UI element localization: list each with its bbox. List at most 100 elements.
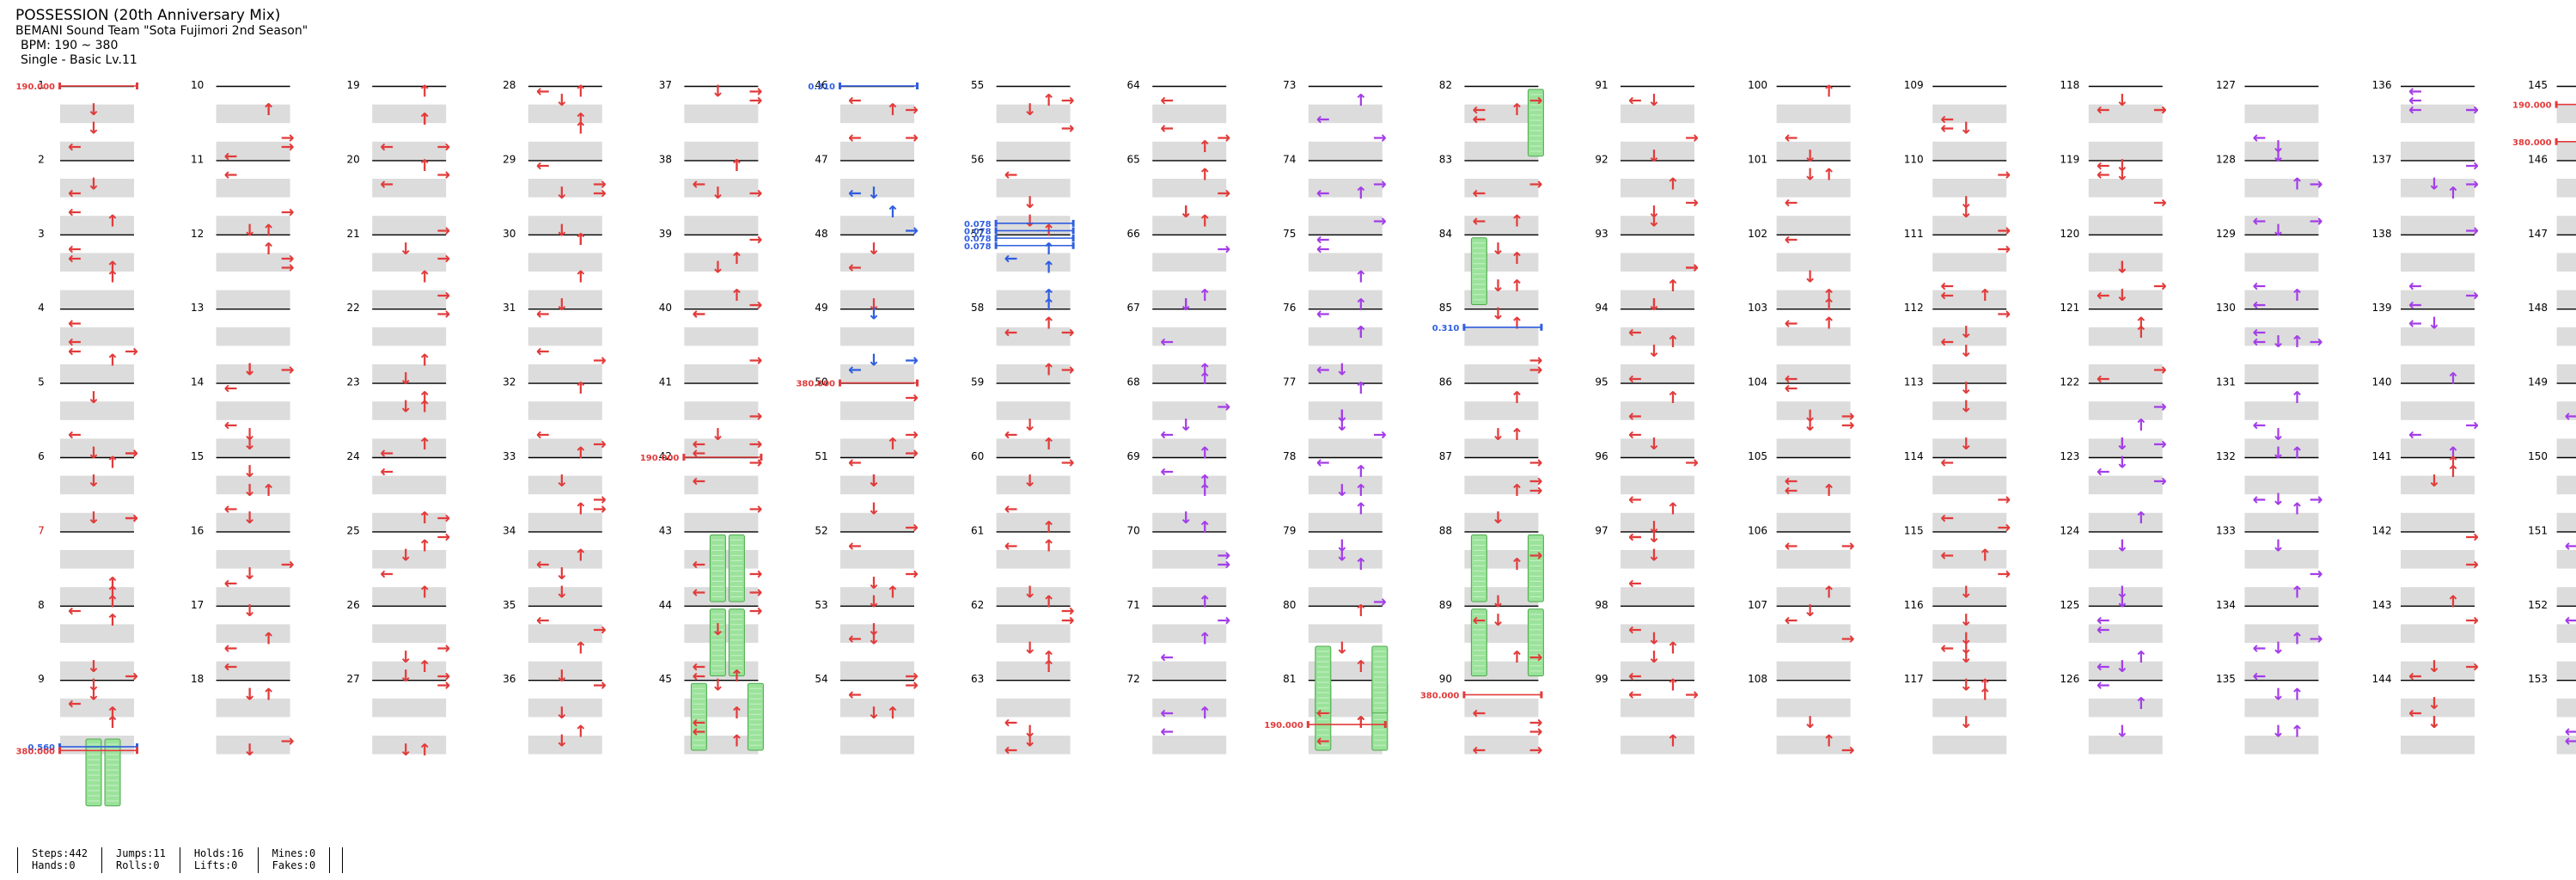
beat-band — [996, 661, 1071, 681]
beat-band — [2088, 327, 2163, 346]
step-arrow: ↓ — [555, 472, 569, 491]
step-arrow: ↓ — [1023, 212, 1037, 231]
stop-marker-end — [136, 742, 138, 750]
step-arrow: ← — [1628, 370, 1642, 388]
step-arrow: ↑ — [1354, 462, 1368, 481]
step-arrow: ↓ — [399, 546, 412, 565]
beat-band — [840, 253, 914, 272]
beat-band — [60, 179, 134, 198]
step-arrow: ↓ — [555, 221, 569, 240]
beat-band — [2088, 475, 2163, 495]
step-arrow: ← — [2408, 314, 2422, 333]
beat-band — [1152, 179, 1227, 198]
step-arrow: ↓ — [399, 648, 412, 667]
beat-band — [684, 401, 759, 420]
step-arrow: → — [1217, 611, 1230, 630]
step-arrow: ← — [380, 174, 394, 193]
step-arrow: ↑ — [1198, 212, 1212, 231]
step-arrow: ← — [2252, 128, 2266, 147]
step-arrow: ↑ — [2446, 370, 2460, 388]
step-arrow: ← — [1940, 110, 1954, 129]
measure-number: 79 — [1283, 524, 1296, 536]
step-arrow: ↑ — [1198, 138, 1212, 156]
beat-band — [528, 253, 602, 272]
step-arrow: → — [905, 444, 919, 463]
measure-number: 105 — [1748, 450, 1767, 462]
step-arrow: ← — [68, 184, 82, 203]
step-arrow: ↑ — [2446, 444, 2460, 463]
beat-band — [996, 512, 1071, 532]
beat-band — [996, 104, 1071, 124]
beat-band — [2088, 512, 2163, 532]
step-arrow: ← — [2408, 101, 2422, 119]
beat-band — [996, 364, 1071, 383]
beat-band — [1932, 550, 2007, 569]
step-arrow: ↑ — [262, 685, 276, 704]
beat-band — [1308, 179, 1383, 198]
step-arrow: ↓ — [2427, 694, 2441, 713]
step-arrow: ← — [1160, 425, 1174, 444]
beat-band — [840, 512, 914, 532]
beat-band — [1308, 216, 1383, 235]
step-arrow: ↑ — [1666, 731, 1680, 750]
measure-number: 13 — [191, 302, 204, 314]
beat-band — [1308, 438, 1383, 457]
step-arrow: → — [1685, 259, 1699, 278]
bpm-range: BPM: 190 ~ 380 — [21, 39, 119, 52]
measure-number: 22 — [347, 302, 360, 314]
step-arrow: ↓ — [243, 565, 257, 584]
step-arrow: ↑ — [574, 444, 588, 463]
step-arrow: → — [1217, 555, 1230, 574]
beat-band — [1464, 104, 1539, 124]
step-arrow: ↓ — [1491, 611, 1505, 630]
beat-band — [1464, 438, 1539, 457]
step-arrow: ← — [224, 166, 238, 185]
step-arrow: ↓ — [1959, 193, 1973, 212]
measure-number: 139 — [2372, 302, 2392, 314]
step-arrow: → — [2309, 212, 2323, 231]
beat-band — [2401, 661, 2475, 681]
step-arrow: → — [593, 499, 607, 518]
step-arrow: → — [1217, 184, 1230, 203]
stop-marker-end — [1071, 241, 1075, 249]
measure-number: 24 — [347, 450, 360, 462]
beat-band — [2244, 550, 2319, 569]
measure-number: 67 — [1127, 302, 1140, 314]
step-arrow: ↑ — [1354, 323, 1368, 342]
beat-band — [2401, 216, 2475, 235]
beat-band — [1621, 141, 1694, 161]
beat-band — [60, 216, 134, 235]
step-arrow: ↑ — [1666, 639, 1680, 657]
step-arrow: ↓ — [1647, 296, 1661, 315]
beat-band — [1308, 587, 1383, 606]
step-arrow: ↑ — [1042, 657, 1056, 676]
beat-band — [996, 587, 1071, 606]
step-arrow: ↑ — [1822, 166, 1836, 185]
song-header: POSSESSION (20th Anniversary Mix) BEMANI… — [15, 7, 308, 68]
measure-number: 88 — [1439, 524, 1452, 536]
step-arrow: ↓ — [867, 240, 881, 259]
beat-band — [60, 475, 134, 495]
beat-band — [216, 587, 290, 606]
measure-number: 130 — [2216, 302, 2236, 314]
stop-marker-label: 0.560 — [27, 743, 55, 753]
step-arrow: ← — [1628, 667, 1642, 686]
measure-number: 7 — [38, 524, 45, 536]
beat-band — [528, 179, 602, 198]
step-arrow: ← — [1785, 230, 1798, 249]
beat-band — [60, 661, 134, 681]
beat-band — [60, 104, 134, 124]
step-arrow: → — [2465, 174, 2479, 193]
bpm-marker-start — [1306, 721, 1309, 729]
beat-band — [1308, 624, 1383, 643]
step-arrow: → — [748, 82, 762, 101]
measure-number: 127 — [2216, 79, 2236, 91]
beat-band — [840, 216, 914, 235]
step-arrow: → — [281, 138, 295, 156]
step-arrow: ← — [692, 555, 705, 574]
step-arrow: ↑ — [1666, 676, 1680, 695]
beat-band — [684, 179, 759, 198]
step-arrow: → — [1373, 128, 1387, 147]
freeze-arrow — [1470, 608, 1487, 677]
beat-band — [372, 475, 447, 495]
